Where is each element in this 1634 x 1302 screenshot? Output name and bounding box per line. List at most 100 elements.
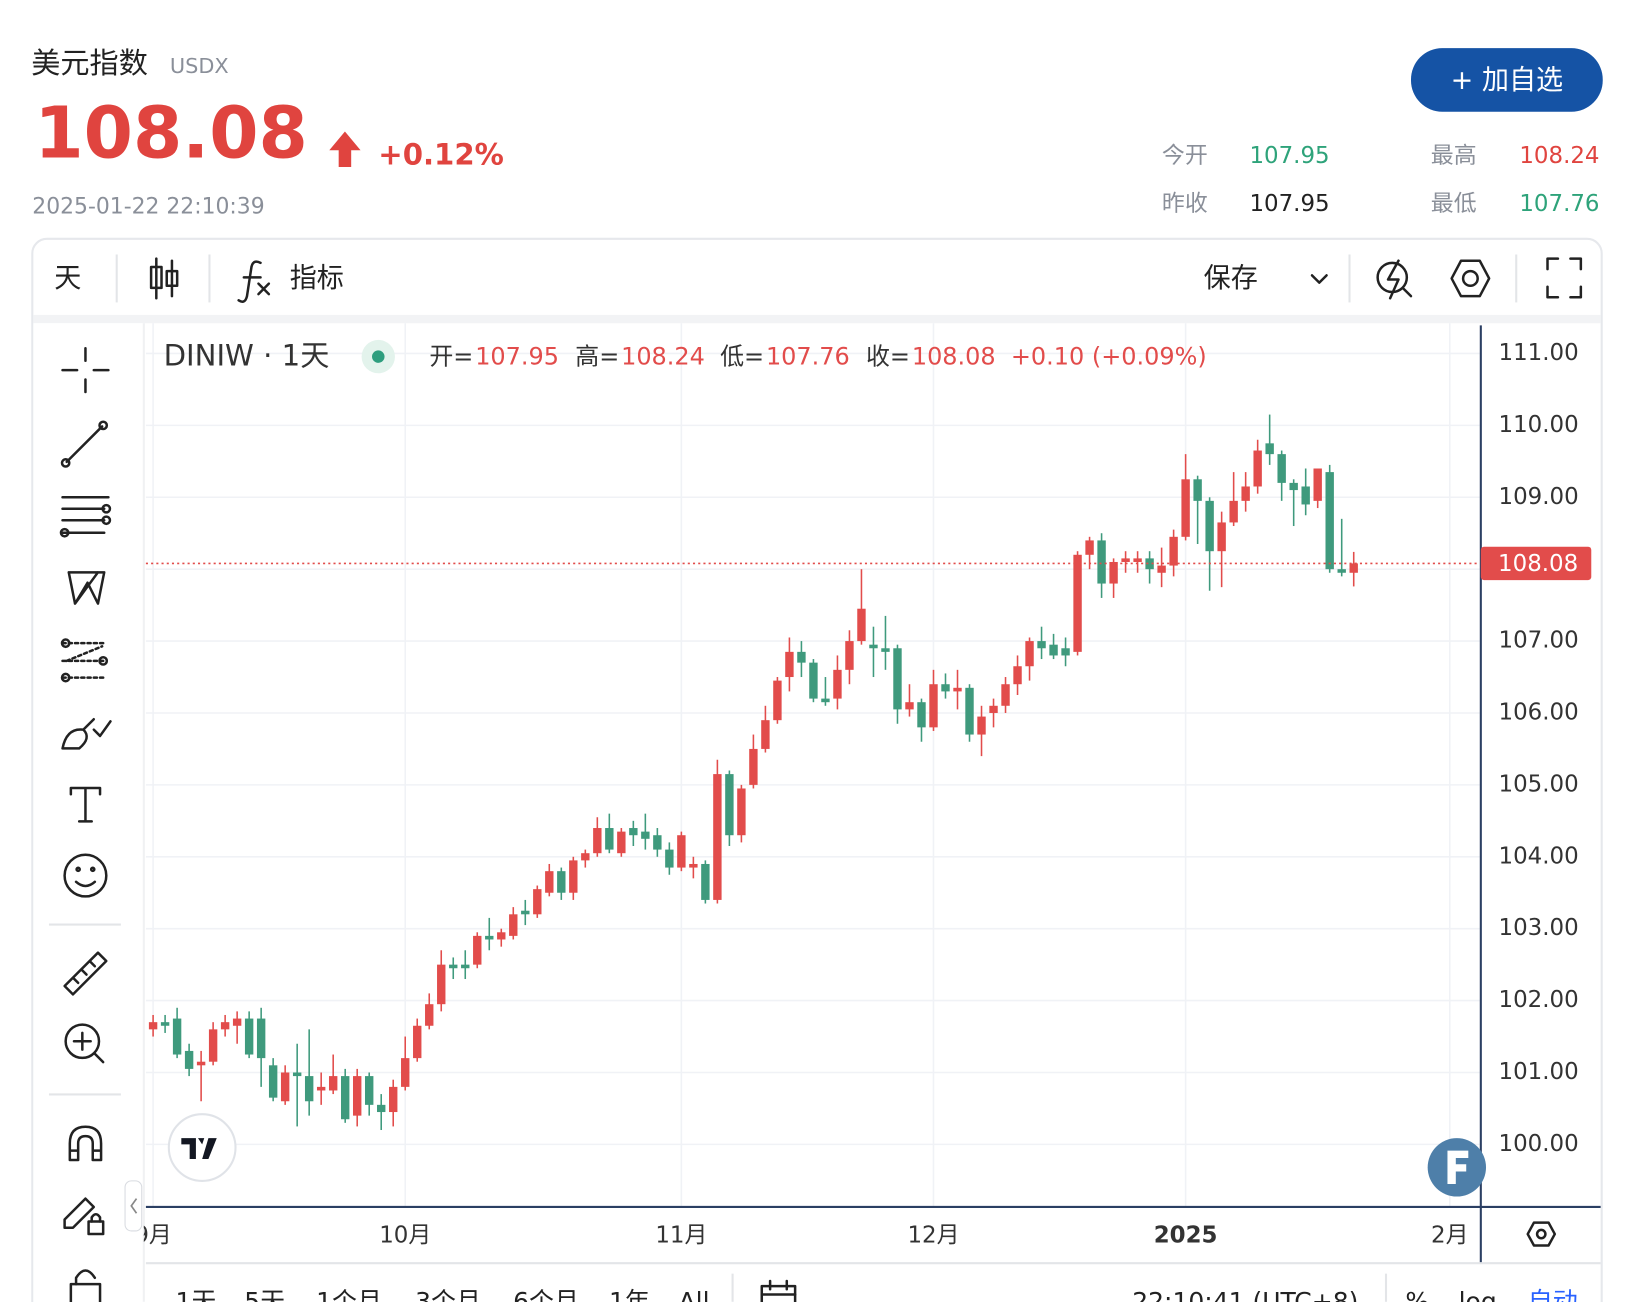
x-tick-label: 2025	[1154, 1223, 1218, 1249]
candle-body	[941, 684, 950, 692]
collapse-handle[interactable]	[124, 1180, 143, 1232]
ohlc-change: +0.10 (+0.09%)	[1011, 343, 1207, 371]
text-tool[interactable]	[69, 786, 102, 823]
zoom-tool[interactable]	[64, 1023, 105, 1064]
candle-body	[653, 835, 662, 850]
candle-body	[1037, 641, 1046, 649]
candle-body	[1121, 558, 1130, 562]
candle-body	[773, 680, 782, 721]
ruler-tool[interactable]	[63, 951, 108, 996]
save-menu-chevron[interactable]	[1310, 274, 1328, 284]
plot-area	[145, 323, 1480, 1207]
date-picker-icon[interactable]	[760, 1279, 797, 1302]
candle-body	[473, 935, 482, 965]
candle-body	[905, 702, 914, 710]
candle-body	[1145, 558, 1154, 570]
y-tick-label: 102.00	[1499, 987, 1579, 1013]
candle-body	[244, 1018, 254, 1055]
tradingview-logo	[167, 1113, 237, 1182]
emoji-tool[interactable]	[63, 853, 108, 898]
candle-body	[1133, 558, 1142, 562]
candle-body	[389, 1086, 398, 1113]
candle-body	[1013, 666, 1022, 685]
stat-value: 108.24	[1519, 143, 1599, 169]
x-tick-label: 10月	[379, 1223, 431, 1249]
candle-body	[304, 1076, 314, 1102]
candle-body	[1085, 540, 1094, 555]
interval-button[interactable]: 天	[54, 263, 81, 294]
toolbar-divider	[33, 314, 1601, 324]
settings-icon[interactable]	[1450, 259, 1491, 298]
candle-body	[256, 1018, 266, 1059]
clock: 22:10:41 (UTC+8)	[1132, 1287, 1358, 1302]
chart-type-icon[interactable]	[149, 257, 179, 300]
candle-body	[340, 1076, 350, 1120]
y-tick-label: 111.00	[1499, 340, 1579, 366]
candle-body	[184, 1050, 194, 1069]
candle-body	[1349, 563, 1358, 573]
fib-tool[interactable]	[59, 496, 112, 538]
lock-drawing-tool[interactable]	[63, 1197, 105, 1236]
log-toggle[interactable]: log	[1459, 1287, 1497, 1302]
stat-value: 107.76	[1519, 191, 1599, 217]
candle-body	[989, 705, 998, 713]
range-button[interactable]: 1天	[175, 1287, 216, 1302]
candle-body	[677, 835, 686, 868]
candle-body	[316, 1086, 326, 1091]
candle-body	[172, 1018, 182, 1055]
brush-tool[interactable]	[61, 718, 112, 750]
forecast-tool[interactable]	[60, 638, 109, 683]
range-button[interactable]: 3个月	[415, 1287, 481, 1302]
percent-toggle[interactable]: %	[1405, 1287, 1429, 1302]
stat-label: 最高	[1431, 143, 1477, 169]
candle-body	[845, 641, 854, 670]
lock-tool[interactable]	[69, 1269, 102, 1302]
axis-settings-icon[interactable]	[1526, 1221, 1557, 1247]
candle-body	[148, 1022, 158, 1030]
fullscreen-icon[interactable]	[1546, 257, 1583, 299]
candle-body	[1253, 450, 1262, 487]
candle-body	[425, 1004, 434, 1026]
alert-icon[interactable]	[1376, 259, 1413, 300]
stat-label: 昨收	[1162, 191, 1208, 217]
trendline-tool[interactable]	[60, 420, 109, 468]
pattern-tool[interactable]	[67, 571, 106, 605]
x-tick-label: 11月	[655, 1223, 707, 1249]
range-button[interactable]: 1个月	[316, 1287, 382, 1302]
last-price-badge	[1480, 546, 1592, 581]
range-button[interactable]: All	[679, 1287, 710, 1302]
range-button[interactable]: 5天	[244, 1287, 285, 1302]
indicators-button[interactable]: 指标	[290, 263, 344, 294]
sidebar	[33, 323, 144, 1302]
y-tick-label: 100.00	[1499, 1131, 1579, 1157]
symbol: USDX	[170, 54, 229, 78]
candle-body	[593, 828, 602, 854]
candle-body	[1097, 540, 1106, 584]
add-watchlist-button[interactable]	[1410, 48, 1603, 112]
candle-body	[220, 1022, 230, 1030]
save-button[interactable]: 保存	[1204, 263, 1258, 294]
candle-body	[1073, 554, 1082, 652]
indicator-icon[interactable]	[237, 260, 271, 303]
candle-body	[1169, 536, 1178, 566]
candle-body	[401, 1058, 410, 1087]
last-price-label: 108.08	[1498, 551, 1578, 577]
add-watchlist-label[interactable]: + 加自选	[1451, 65, 1564, 96]
range-button[interactable]: 6个月	[513, 1287, 579, 1302]
crosshair-tool[interactable]	[61, 347, 110, 394]
candle-body	[365, 1076, 374, 1105]
y-tick-label: 106.00	[1499, 699, 1579, 725]
candle-body	[1157, 565, 1166, 573]
candle-body	[196, 1061, 206, 1066]
candle-body	[1217, 522, 1226, 552]
range-button[interactable]: 1年	[609, 1287, 650, 1302]
magnet-tool[interactable]	[68, 1125, 103, 1162]
candle-body	[1325, 472, 1334, 570]
candle-body	[737, 788, 746, 836]
candle-body	[605, 828, 614, 850]
y-tick-label: 104.00	[1499, 843, 1579, 869]
candle-body	[617, 831, 626, 854]
auto-toggle[interactable]: 自动	[1528, 1287, 1578, 1302]
y-tick-label: 109.00	[1499, 484, 1579, 510]
